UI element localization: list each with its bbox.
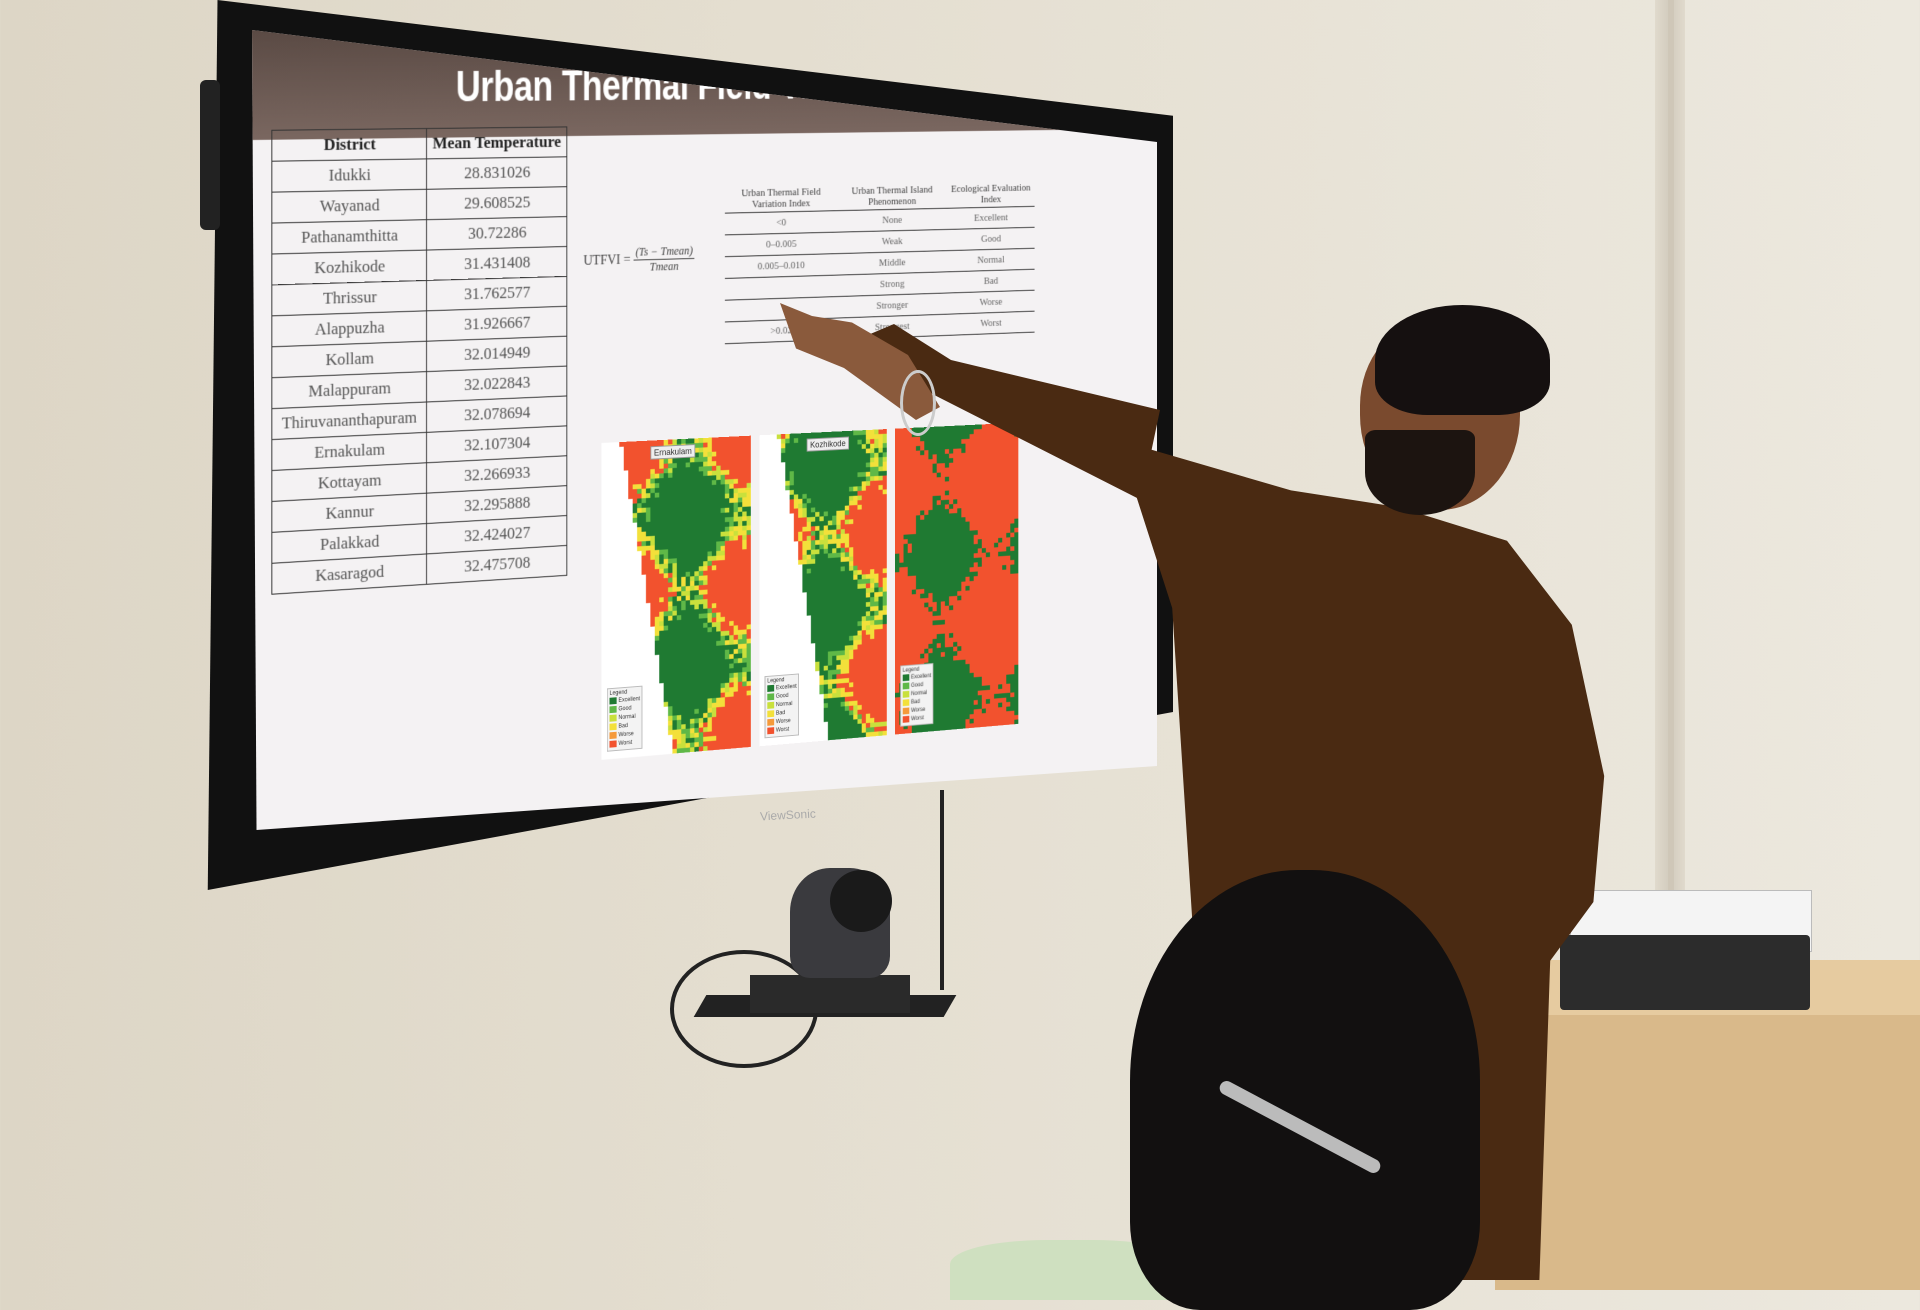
legend-swatch — [902, 699, 910, 707]
district-cell: Kozhikode — [271, 250, 427, 285]
utfvi-map: Legend Excellent Good Normal Bad Worse Worst — [895, 422, 1019, 735]
table-cell: Good — [946, 227, 1035, 251]
legend-label: Worse — [911, 706, 926, 714]
legend-swatch — [609, 697, 617, 705]
table-cell: 0–0.005 — [724, 232, 837, 257]
column-header: Urban Thermal Island Phenomenon — [836, 182, 947, 211]
legend-item: Worst — [767, 724, 796, 735]
utfvi-formula: UTFVI = (Ts − Tmean) Tmean — [583, 243, 695, 277]
legend-label: Good — [618, 705, 632, 712]
formula-denominator: Tmean — [649, 259, 679, 274]
column-header: Mean Temperature — [426, 126, 567, 159]
formula-lhs: UTFVI = — [583, 252, 631, 269]
legend-swatch — [767, 718, 775, 726]
formula-numerator: (Ts − Tmean) — [633, 243, 695, 261]
legend-swatch — [767, 701, 775, 709]
legend-label: Worse — [775, 717, 791, 725]
legend-label: Excellent — [618, 695, 641, 704]
table-cell: Weak — [836, 229, 947, 254]
legend-swatch — [767, 710, 775, 718]
table-cell: Worst — [946, 311, 1035, 336]
legend-label: Good — [911, 681, 924, 689]
camera-base — [750, 975, 910, 1013]
legend-swatch — [609, 714, 617, 722]
camera-lens — [830, 870, 892, 932]
district-cell: Wayanad — [271, 189, 427, 224]
legend-swatch — [767, 684, 775, 692]
legend-label: Worst — [911, 715, 924, 722]
amplifier — [1560, 935, 1810, 1010]
mean-temperature-cell: 31.762577 — [426, 276, 567, 311]
legend-item: Worst — [902, 713, 932, 724]
table-cell: None — [836, 208, 947, 233]
table-cell: Excellent — [946, 206, 1035, 230]
legend-label: Normal — [618, 713, 636, 721]
legend-swatch — [767, 727, 775, 735]
legend-label: Bad — [618, 722, 628, 730]
legend-swatch — [902, 690, 910, 698]
column-header: Urban Thermal Field Variation Index — [724, 184, 837, 214]
map-legend: Legend Excellent Good Normal Bad Worse Worst — [900, 663, 934, 727]
legend-swatch — [609, 740, 617, 748]
utfvi-map: Ernakulam Legend Excellent Good Normal Bad Wor… — [601, 435, 751, 760]
utfvi-classification-table: Urban Thermal Field Variation Index Urba… — [724, 180, 1035, 344]
monitor-brand-logo: ViewSonic — [759, 806, 817, 824]
district-cell: Pathanamthitta — [271, 219, 427, 254]
audience-member-head — [1130, 870, 1480, 1310]
bracelet — [900, 370, 936, 436]
mean-temperature-cell: 29.608525 — [426, 186, 567, 220]
legend-label: Bad — [775, 709, 786, 717]
legend-swatch — [902, 674, 910, 682]
district-cell: Thrissur — [271, 280, 427, 316]
legend-label: Worst — [618, 739, 633, 747]
mean-temperature-cell: 31.431408 — [426, 246, 567, 281]
mean-temperature-cell: 30.72286 — [426, 216, 567, 251]
legend-swatch — [902, 707, 910, 715]
map-district-label: Ernakulam — [650, 444, 696, 460]
legend-swatch — [902, 682, 910, 690]
desk — [1495, 970, 1920, 1290]
district-temperature-table: District Mean Temperature Idukki 28.83102… — [271, 126, 567, 595]
wall-pipe — [1668, 0, 1674, 950]
legend-label: Normal — [911, 689, 928, 697]
table-cell: Normal — [946, 248, 1035, 272]
presenter-beard — [1365, 430, 1475, 515]
map-district-label: Kozhikode — [806, 436, 850, 452]
legend-swatch — [609, 723, 617, 731]
legend-label: Worse — [618, 730, 634, 738]
map-legend: Legend Excellent Good Normal Bad Worse Worst — [764, 673, 800, 739]
legend-label: Worst — [775, 726, 790, 734]
mean-temperature-cell: 28.831026 — [426, 156, 567, 190]
map-legend: Legend Excellent Good Normal Bad Worse Worst — [606, 685, 643, 752]
legend-label: Excellent — [911, 672, 932, 681]
column-header: District — [271, 128, 427, 162]
monitor-cable — [940, 790, 944, 990]
presenter-hair — [1375, 305, 1550, 415]
district-cell: Idukki — [271, 158, 427, 193]
monitor-handle — [200, 80, 220, 230]
legend-label: Bad — [911, 698, 920, 706]
legend-label: Excellent — [775, 683, 797, 691]
legend-swatch — [902, 715, 910, 723]
legend-label: Normal — [775, 700, 793, 708]
utfvi-map: Kozhikode Legend Excellent Good Normal Bad Wor… — [759, 429, 887, 747]
legend-swatch — [609, 705, 617, 714]
column-header: Ecological Evaluation Index — [946, 180, 1035, 209]
legend-item: Worst — [609, 737, 640, 748]
legend-swatch — [767, 693, 775, 701]
table-cell: Bad — [946, 269, 1035, 294]
legend-swatch — [609, 731, 617, 740]
legend-label: Good — [775, 692, 789, 700]
table-cell: <0 — [724, 210, 837, 235]
